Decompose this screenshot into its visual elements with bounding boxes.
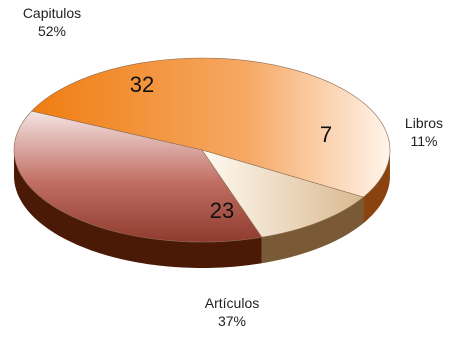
data-label-value: 32 [130,72,154,97]
pie-label-layer: 32 Capitulos 52% 7 Libros 11% 23 Artículos 37% [23,5,443,329]
category-label: Libros [405,115,443,131]
pie-slice-artículos [13,110,263,243]
pie-side-artículos [14,150,262,268]
data-label-value: 7 [320,122,332,147]
pie-top-layer [13,57,391,243]
category-label: Capitulos [23,5,81,21]
pie-side-capitulos [363,152,390,224]
pie-slice-libros [201,149,365,238]
data-label-value: 23 [210,198,234,223]
category-label: Artículos [205,295,259,311]
percent-label: 37% [218,313,246,329]
percent-label: 11% [411,133,438,149]
pie-slice-capitulos [31,57,391,198]
percent-label: 52% [38,23,66,39]
